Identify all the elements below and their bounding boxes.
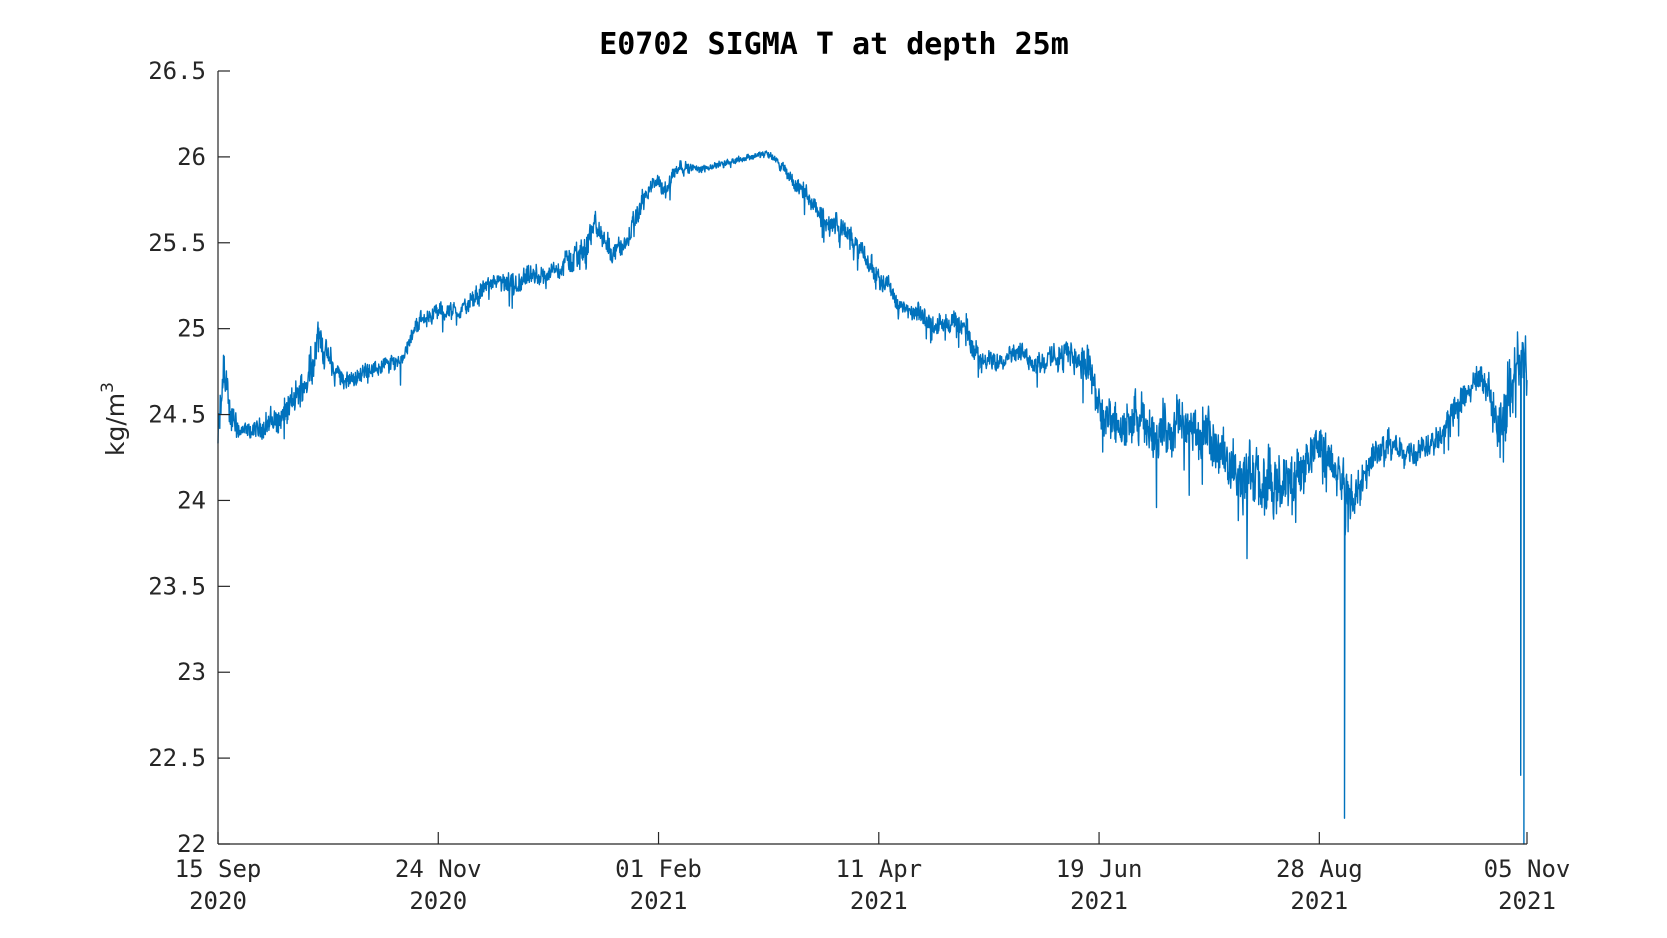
x-tick-label: 01 Feb — [615, 855, 702, 883]
x-tick-label: 28 Aug — [1276, 855, 1363, 883]
y-tick-label: 22 — [177, 830, 206, 858]
y-tick-label: 25 — [177, 315, 206, 343]
y-axis-label-superscript: 3 — [98, 382, 118, 393]
series-line-0 — [217, 150, 1528, 845]
y-tick-label: 23 — [177, 658, 206, 686]
axes: 22 22.5 23 23.5 24 24.5 25 25.5 26 26.5 15 Sep 2020… — [148, 57, 1570, 915]
x-tick-label-year: 2021 — [1498, 887, 1556, 915]
y-axis-label-text: kg/m — [101, 393, 130, 456]
x-tick-label: 05 Nov — [1484, 855, 1571, 883]
x-tick-label: 24 Nov — [395, 855, 482, 883]
x-tick-label-year: 2020 — [409, 887, 467, 915]
chart-title: E0702 SIGMA T at depth 25m — [599, 27, 1069, 62]
y-tick-label: 24.5 — [148, 401, 206, 429]
x-tick-label: 15 Sep — [175, 855, 262, 883]
x-tick-label: 19 Jun — [1056, 855, 1143, 883]
x-tick-label-year: 2021 — [850, 887, 908, 915]
plot-area — [217, 150, 1528, 845]
y-tick-label: 23.5 — [148, 572, 206, 600]
x-tick-label-year: 2021 — [630, 887, 688, 915]
y-tick-label: 26 — [177, 143, 206, 171]
y-tick-label: 24 — [177, 486, 206, 514]
x-tick-label-year: 2020 — [189, 887, 247, 915]
x-tick-label: 11 Apr — [835, 855, 922, 883]
y-tick-label: 22.5 — [148, 744, 206, 772]
y-tick-label: 25.5 — [148, 229, 206, 257]
x-tick-label-year: 2021 — [1070, 887, 1128, 915]
x-tick-label-year: 2021 — [1290, 887, 1348, 915]
y-axis-label: kg/m3 — [98, 382, 130, 456]
svg-text:kg/m3: kg/m3 — [98, 382, 130, 456]
y-tick-label: 26.5 — [148, 57, 206, 85]
